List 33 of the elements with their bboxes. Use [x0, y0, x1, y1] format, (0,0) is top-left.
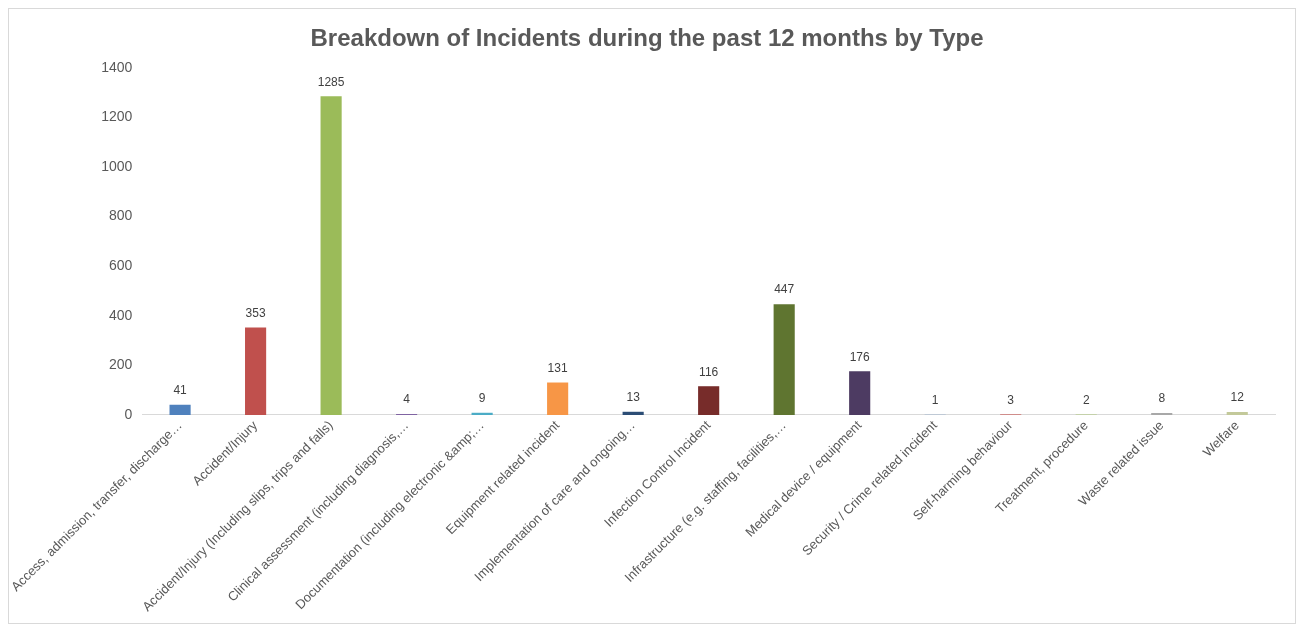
y-tick-label: 600 — [108, 257, 133, 274]
data-label: 9 — [478, 391, 486, 406]
y-tick-label: 400 — [108, 306, 133, 323]
data-label: 4 — [403, 392, 411, 407]
y-tick-label: 1200 — [101, 108, 133, 125]
data-label: 1 — [931, 393, 939, 408]
bar — [1226, 412, 1248, 415]
data-label: 3 — [1007, 392, 1015, 407]
y-tick-label: 1400 — [101, 58, 133, 75]
bar — [622, 411, 644, 415]
data-label: 2 — [1082, 392, 1090, 407]
bar — [547, 382, 569, 415]
bar — [320, 96, 342, 415]
chart-title: Breakdown of Incidents during the past 12 months by Type — [310, 24, 984, 52]
data-label: 41 — [173, 383, 188, 398]
bar — [169, 404, 191, 415]
bar — [849, 371, 871, 415]
data-label: 13 — [626, 390, 641, 405]
data-label: 1285 — [317, 74, 345, 89]
y-tick-label: 1000 — [101, 157, 133, 174]
bar — [773, 304, 795, 415]
bar — [698, 386, 720, 415]
data-label: 116 — [699, 364, 719, 379]
data-label: 131 — [547, 360, 568, 375]
data-label: 176 — [849, 349, 871, 364]
y-tick-label: 0 — [124, 405, 133, 422]
y-tick-label: 200 — [108, 356, 133, 373]
data-label: 447 — [774, 282, 795, 297]
data-label: 12 — [1230, 390, 1245, 405]
data-label: 353 — [245, 305, 266, 320]
bar — [245, 327, 267, 415]
data-label: 8 — [1158, 391, 1166, 406]
y-tick-label: 800 — [108, 207, 133, 224]
